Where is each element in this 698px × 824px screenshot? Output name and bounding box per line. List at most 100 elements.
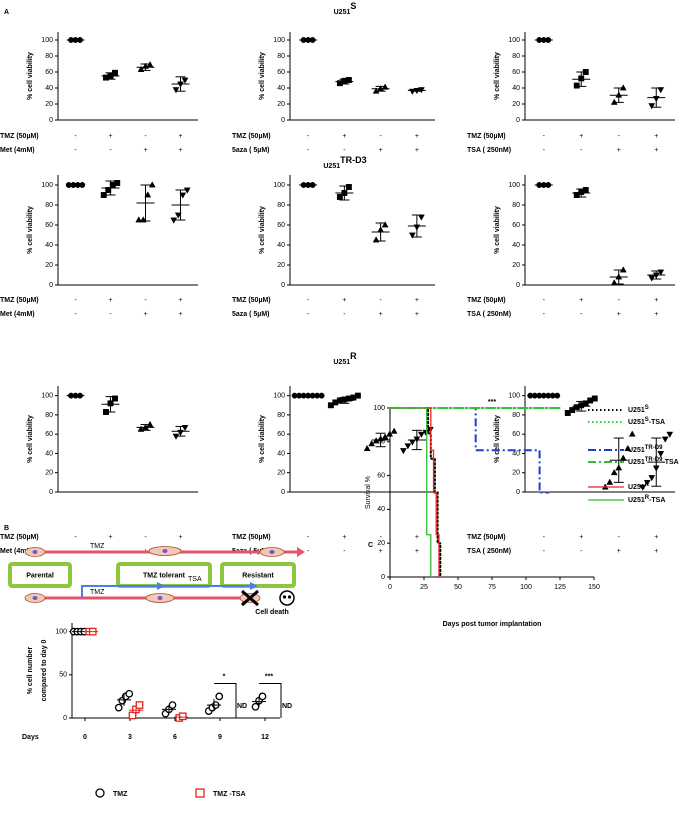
nucleus bbox=[162, 549, 168, 553]
treatment-sign: - bbox=[543, 548, 546, 555]
point bbox=[619, 266, 627, 273]
bracket bbox=[214, 682, 237, 718]
y-tick-label: 20 bbox=[512, 262, 520, 269]
treatment-sign: - bbox=[74, 147, 77, 154]
y-tick-label: 20 bbox=[45, 262, 53, 269]
y-tick-label: 100 bbox=[41, 182, 53, 189]
y-tick-label: 60 bbox=[277, 431, 285, 438]
y-tick-label: 20 bbox=[277, 101, 285, 108]
point bbox=[417, 431, 425, 438]
y-axis-label: % cell viability bbox=[259, 415, 266, 463]
y-tick-label: 40 bbox=[512, 242, 520, 249]
point bbox=[135, 701, 144, 709]
point bbox=[114, 703, 123, 712]
treatment-sign: + bbox=[654, 147, 658, 154]
legend-label: U251TR-D9-TSA bbox=[628, 457, 679, 466]
superscript: R bbox=[645, 482, 650, 488]
point bbox=[363, 444, 371, 452]
treatment-sign: - bbox=[74, 311, 77, 318]
treatment-label: Met (4mM) bbox=[0, 548, 35, 555]
point bbox=[390, 427, 398, 434]
point bbox=[172, 433, 180, 440]
y-tick-label: 80 bbox=[277, 202, 285, 209]
bracket bbox=[259, 682, 282, 718]
y-axis-label: % cell viability bbox=[494, 52, 501, 100]
treatment-sign: + bbox=[579, 534, 583, 541]
y-tick-label: 100 bbox=[508, 182, 520, 189]
treatment-sign: + bbox=[654, 548, 658, 555]
superscript: S bbox=[645, 417, 649, 423]
y-axis-label: % cell viability bbox=[494, 206, 501, 254]
treatment-sign: - bbox=[307, 297, 310, 304]
superscript: TR-D3 bbox=[340, 155, 367, 165]
y-tick-label: 0 bbox=[281, 489, 285, 496]
name: U251 bbox=[628, 497, 645, 504]
superscript: S bbox=[350, 1, 356, 11]
y-tick-label: 0 bbox=[49, 282, 53, 289]
treatment-sign: + bbox=[143, 311, 147, 318]
treatment-sign: + bbox=[178, 297, 182, 304]
treatment-sign: + bbox=[415, 548, 419, 555]
point bbox=[399, 448, 407, 455]
treatment-sign: - bbox=[379, 297, 382, 304]
treatment-label: TSA ( 250nM) bbox=[467, 548, 511, 555]
arrow-label: TMZ bbox=[90, 589, 105, 596]
y-tick-label: 40 bbox=[277, 85, 285, 92]
skull-eye bbox=[287, 595, 292, 599]
treatment-sign: + bbox=[654, 133, 658, 140]
name: U251 bbox=[628, 419, 645, 426]
nucleus bbox=[269, 550, 275, 554]
treatment-sign: - bbox=[618, 534, 621, 541]
legend-label: U251R-TSA bbox=[628, 495, 665, 504]
point bbox=[125, 689, 134, 698]
point bbox=[144, 191, 152, 198]
y-axis-label: Survival % bbox=[365, 476, 372, 509]
treatment-sign: + bbox=[143, 147, 147, 154]
point bbox=[408, 232, 416, 239]
treatment-sign: - bbox=[307, 147, 310, 154]
cross bbox=[241, 589, 259, 607]
y-tick-label: 100 bbox=[508, 37, 520, 44]
y-tick-label: 80 bbox=[277, 412, 285, 419]
y-tick-label: 20 bbox=[277, 470, 285, 477]
treatment-label: TMZ (50µM) bbox=[467, 133, 506, 140]
y-tick-label: 50 bbox=[59, 672, 67, 679]
y-tick-label: 80 bbox=[512, 202, 520, 209]
treatment-sign: + bbox=[415, 311, 419, 318]
treatment-label: TMZ (50µM) bbox=[232, 297, 271, 304]
y-axis-label: % cell viability bbox=[494, 415, 501, 463]
nucleus bbox=[157, 596, 163, 600]
survival-curve bbox=[390, 407, 432, 577]
treatment-label: Met (4mM) bbox=[0, 147, 35, 154]
treatment-sign: - bbox=[307, 534, 310, 541]
y-tick-label: 40 bbox=[45, 450, 53, 457]
point bbox=[318, 392, 325, 399]
y-tick-label: 60 bbox=[512, 222, 520, 229]
y-axis-label: % cell viability bbox=[27, 206, 34, 254]
point bbox=[648, 475, 656, 482]
y-tick-label: 60 bbox=[377, 472, 385, 479]
treatment-sign: + bbox=[654, 297, 658, 304]
treatment-sign: - bbox=[379, 133, 382, 140]
stage-label: Parental bbox=[26, 572, 54, 579]
y-tick-label: 0 bbox=[49, 489, 53, 496]
legend-label: U251S-TSA bbox=[628, 417, 665, 426]
y-axis-label: % cell number bbox=[27, 647, 34, 695]
y-tick-label: 80 bbox=[45, 202, 53, 209]
point bbox=[582, 187, 589, 193]
treatment-sign: - bbox=[144, 297, 147, 304]
superscript: TR-D9 bbox=[645, 457, 663, 463]
treatment-sign: - bbox=[580, 548, 583, 555]
y-tick-label: 20 bbox=[45, 470, 53, 477]
point bbox=[174, 212, 182, 219]
y-tick-label: 80 bbox=[377, 439, 385, 446]
x-axis-label: Days post tumor implantation bbox=[443, 621, 542, 628]
point bbox=[345, 77, 352, 83]
treatment-sign: + bbox=[108, 133, 112, 140]
outcome-label: Cell death bbox=[255, 609, 288, 616]
treatment-label: TMZ (50µM) bbox=[232, 133, 271, 140]
treatment-sign: - bbox=[543, 534, 546, 541]
point bbox=[643, 479, 651, 487]
y-tick-label: 0 bbox=[516, 117, 520, 124]
